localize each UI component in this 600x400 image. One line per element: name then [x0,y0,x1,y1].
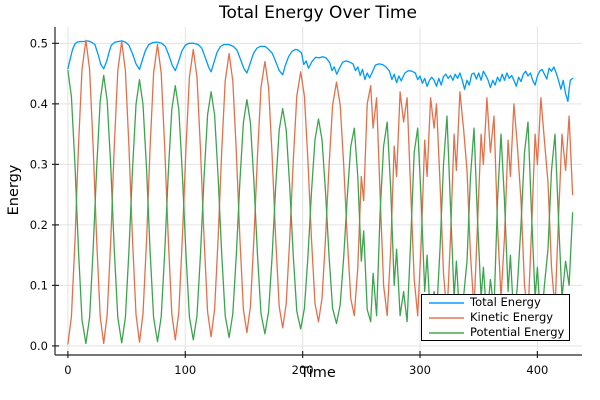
x-tick-label: 400 [526,363,548,377]
x-tick-label: 100 [174,363,196,377]
y-tick-label: 0.0 [30,339,48,353]
legend-item-total-energy: Total Energy [429,295,569,310]
series-line-total-energy [67,40,574,103]
legend-item-kinetic-energy: Kinetic Energy [429,310,569,325]
series-line-kinetic-energy [67,39,574,345]
x-tick-label: 0 [64,363,71,377]
y-tick-label: 0.5 [30,36,48,50]
legend-item-potential-energy: Potential Energy [429,325,569,340]
legend-line-swatch [429,301,464,304]
legend: Total Energy Kinetic Energy Potential Ener… [421,294,570,341]
legend-label: Total Energy [470,294,541,309]
x-tick-label: 200 [292,363,314,377]
legend-line-swatch [429,316,464,319]
chart-title: Total Energy Over Time [219,3,417,23]
y-tick-label: 0.3 [30,157,48,171]
series-line-potential-energy [67,69,574,345]
y-tick-label: 0.1 [30,278,48,292]
legend-label: Kinetic Energy [470,309,554,324]
x-tick-label: 300 [409,363,431,377]
legend-line-swatch [429,331,464,334]
y-axis-label: Energy [6,164,22,216]
y-tick-label: 0.4 [30,97,48,111]
legend-label: Potential Energy [470,324,565,339]
y-tick-label: 0.2 [30,218,48,232]
x-axis-label: Time [300,365,336,381]
